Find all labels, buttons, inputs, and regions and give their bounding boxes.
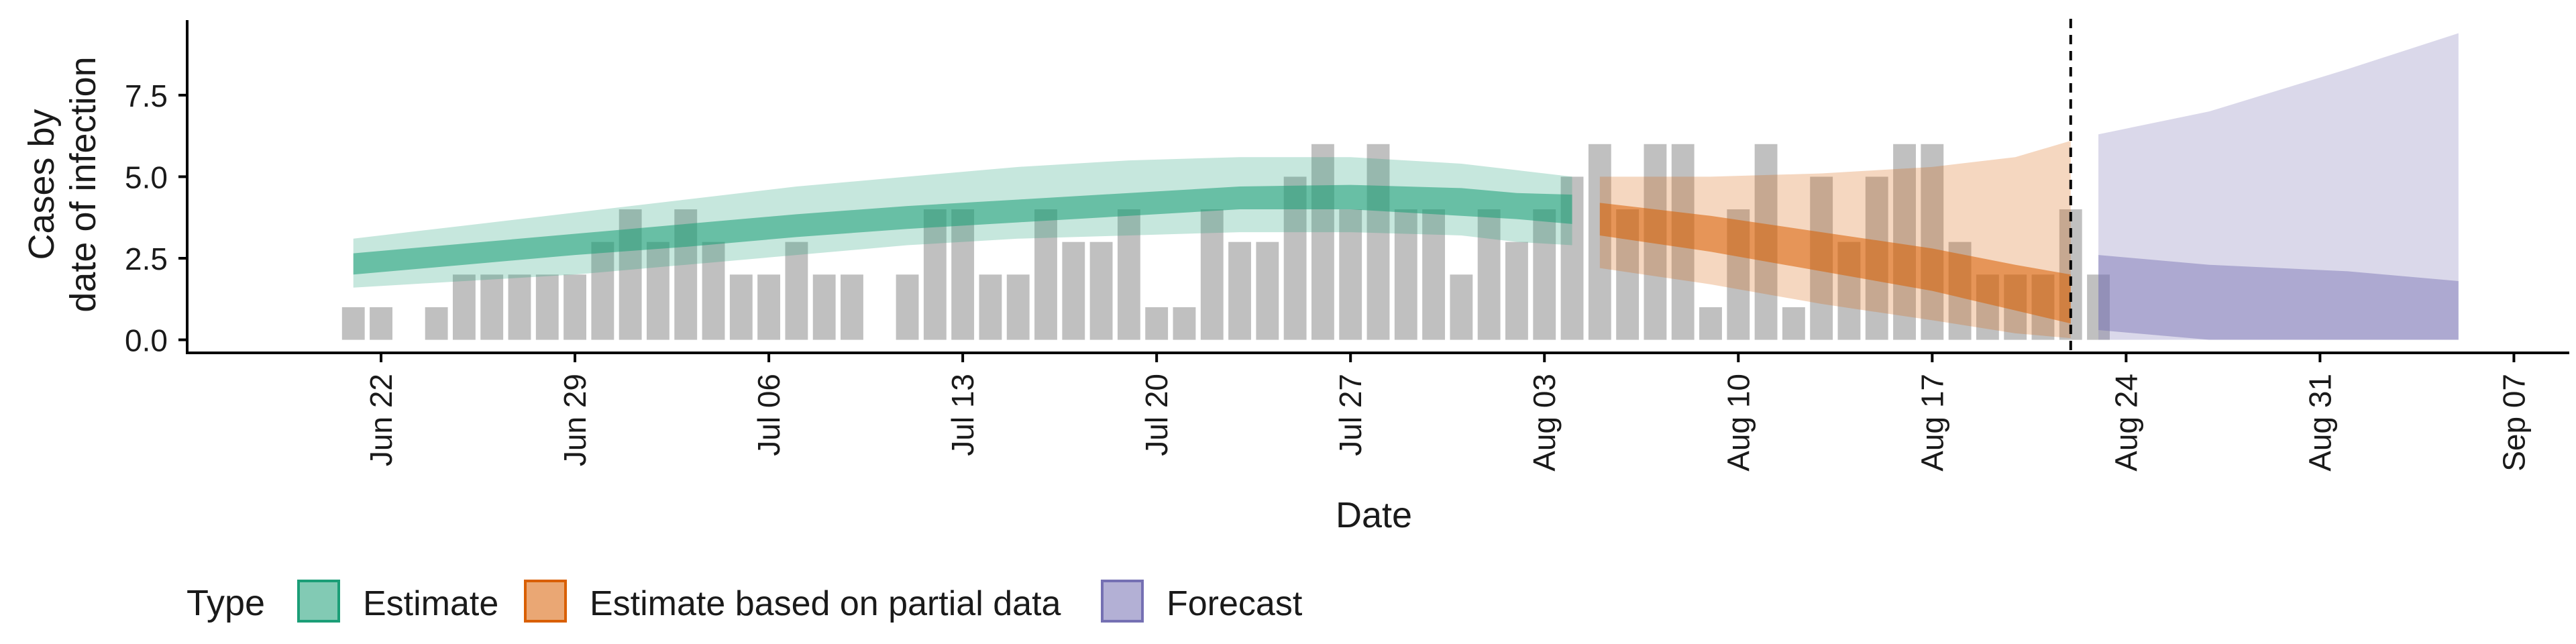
x-tick-label: Jul 06	[751, 374, 786, 456]
case-bar	[1477, 209, 1501, 340]
y-tick-label: 0.0	[125, 323, 168, 358]
case-bar	[1200, 209, 1224, 340]
band-outer-forecast	[2098, 33, 2459, 340]
case-bar	[757, 274, 781, 340]
case-bar	[785, 241, 808, 340]
case-bar	[1422, 209, 1446, 340]
legend-swatch-partial	[524, 580, 567, 623]
x-tick-label: Aug 31	[2302, 374, 2337, 472]
case-bar	[951, 209, 975, 340]
y-axis-ticks: 0.0 2.5 5.0 7.5	[125, 78, 187, 358]
legend-label-forecast: Forecast	[1167, 584, 1303, 623]
x-tick-label: Jul 13	[945, 374, 980, 456]
x-tick-label: Jul 20	[1139, 374, 1174, 456]
case-bar	[508, 274, 531, 340]
y-axis-title-line-2: date of infection	[63, 56, 103, 312]
case-bar	[480, 274, 504, 340]
case-bar	[702, 241, 725, 340]
case-bar	[1533, 209, 1556, 340]
case-bar	[1228, 241, 1251, 340]
x-tick-label: Jun 22	[364, 374, 398, 466]
case-bar	[1311, 144, 1334, 340]
case-bar	[1921, 144, 1944, 340]
legend: Type Estimate Estimate based on partial …	[186, 580, 1303, 623]
case-bar	[729, 274, 753, 340]
y-tick-label: 5.0	[125, 160, 168, 195]
case-bar	[341, 307, 365, 340]
x-tick-label: Jul 27	[1333, 374, 1368, 456]
case-bar	[979, 274, 1002, 340]
case-bar	[1505, 241, 1528, 340]
legend-label-estimate: Estimate	[363, 584, 498, 623]
case-bar	[425, 307, 448, 340]
case-bar	[1145, 307, 1169, 340]
x-axis-ticks: Jun 22 Jun 29 Jul 06 Jul 13 Jul 20 Jul 27 Aug …	[364, 353, 2531, 472]
case-bar	[1256, 241, 1279, 340]
case-bar	[591, 241, 614, 340]
legend-swatch-forecast	[1101, 580, 1144, 623]
case-bar	[1366, 144, 1390, 340]
case-bar	[647, 241, 669, 340]
case-bar	[1588, 144, 1611, 340]
legend-swatch-estimate	[297, 580, 340, 623]
case-bar	[1699, 307, 1722, 340]
case-bar	[896, 274, 919, 340]
estimate-bands	[353, 33, 2459, 340]
case-bar	[923, 209, 947, 340]
legend-title: Type	[186, 583, 265, 623]
x-tick-label: Jun 29	[557, 374, 592, 466]
case-bar	[2087, 274, 2110, 340]
case-bar	[1062, 241, 1085, 340]
legend-label-partial: Estimate based on partial data	[590, 584, 1061, 623]
y-tick-label: 2.5	[125, 241, 168, 276]
case-bar	[1339, 209, 1362, 340]
x-axis-title: Date	[1336, 495, 1412, 535]
x-tick-label: Sep 07	[2496, 374, 2531, 472]
case-bar	[370, 307, 392, 340]
case-bar	[564, 274, 586, 340]
case-bar	[452, 274, 476, 340]
case-bar	[1893, 144, 1916, 340]
case-bar	[812, 274, 836, 340]
case-bar	[1450, 274, 1473, 340]
band-inner-forecast	[2098, 255, 2459, 340]
case-bar	[1173, 307, 1196, 340]
y-axis-title: Cases by date of infection	[21, 56, 103, 312]
band-inner-estimate	[353, 184, 1572, 275]
band-inner-partial	[1599, 203, 2071, 324]
x-tick-label: Aug 17	[1915, 374, 1949, 472]
case-bar	[535, 274, 559, 340]
y-axis-title-line-1: Cases by	[21, 109, 62, 260]
y-tick-label: 7.5	[125, 78, 168, 113]
case-bar	[1089, 241, 1113, 340]
case-bar	[1782, 307, 1805, 340]
x-tick-label: Aug 24	[2108, 374, 2143, 472]
case-bar	[1006, 274, 1030, 340]
x-tick-label: Aug 10	[1721, 374, 1756, 472]
case-bar	[1117, 209, 1140, 340]
case-bar	[1034, 209, 1057, 340]
x-tick-label: Aug 03	[1527, 374, 1562, 472]
case-bar	[1394, 209, 1417, 340]
case-bar	[841, 274, 863, 340]
